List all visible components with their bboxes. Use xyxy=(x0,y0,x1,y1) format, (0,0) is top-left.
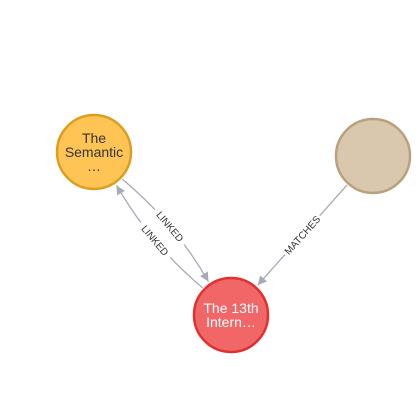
node-circle[interactable] xyxy=(55,113,133,191)
relationship-label-background xyxy=(280,211,325,259)
relationship-label-background xyxy=(135,219,175,262)
node-caption-line: … xyxy=(87,158,101,174)
node-caption-line: The 13th xyxy=(203,300,258,316)
node-caption-line: Semantic xyxy=(65,144,123,160)
node-internet[interactable]: The 13thIntern… xyxy=(192,276,270,354)
node-circle[interactable] xyxy=(192,276,270,354)
relationship-matches[interactable]: MATCHES xyxy=(257,184,348,286)
relationship-arrowhead xyxy=(257,275,267,286)
node-caption-line: Intern… xyxy=(206,314,256,330)
relationship-arrowhead xyxy=(200,271,209,282)
node-circle[interactable] xyxy=(334,117,412,195)
relationship-label-background xyxy=(150,205,190,248)
relationship-line[interactable] xyxy=(115,184,204,289)
relationship-linked[interactable]: LINKED xyxy=(121,178,210,283)
node-caption-line: The xyxy=(82,130,106,146)
relationship-linked[interactable]: LINKED xyxy=(115,184,204,289)
node-semantic[interactable]: TheSemantic… xyxy=(55,113,133,191)
relationship-label: MATCHES xyxy=(283,214,323,257)
node-unnamed[interactable] xyxy=(334,117,412,195)
relationship-arrowhead xyxy=(116,185,125,196)
